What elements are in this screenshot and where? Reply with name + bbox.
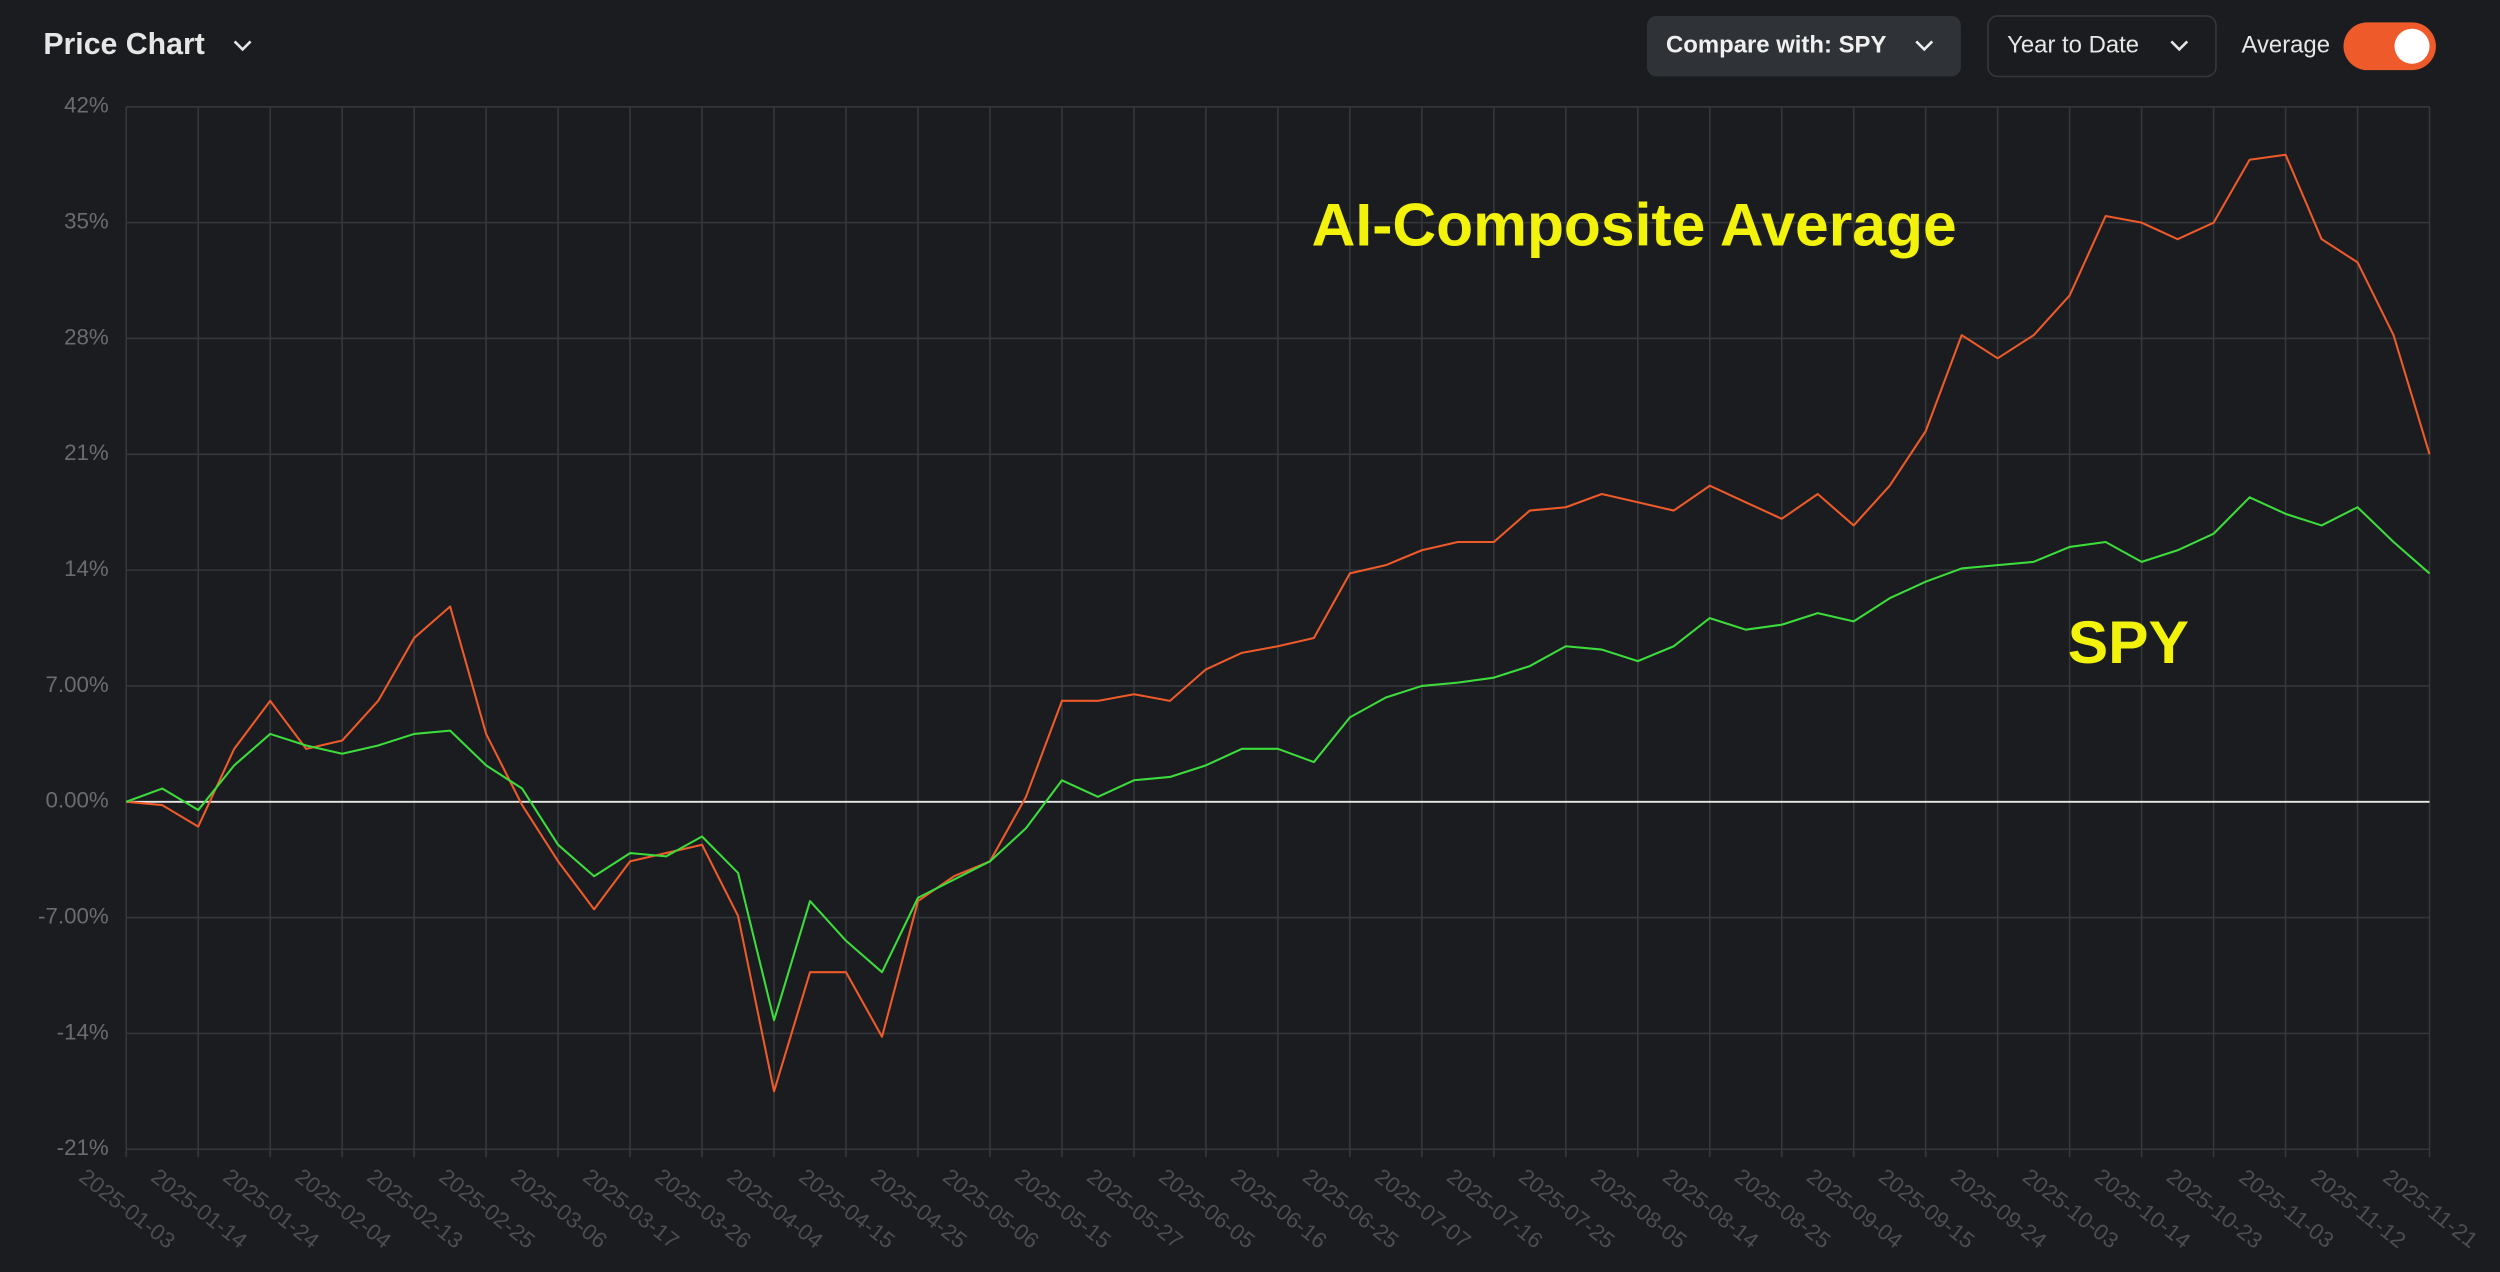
chevron[interactable] bbox=[233, 40, 252, 52]
toolbar: Price Chart Compare with: SPY Year to Da… bbox=[43, 15, 2436, 78]
series-label: AI-Composite Average bbox=[1312, 191, 1957, 259]
chevron[interactable] bbox=[1915, 40, 1934, 52]
range-button[interactable] bbox=[1987, 15, 2217, 78]
y-tick-label: 0.00% bbox=[45, 788, 108, 813]
y-tick-label: 35% bbox=[64, 209, 109, 234]
y-tick-label: 14% bbox=[64, 556, 109, 581]
toggle-knob[interactable] bbox=[2394, 28, 2430, 64]
compare-label[interactable]: Compare with: SPY bbox=[1666, 32, 1886, 59]
chevron[interactable] bbox=[2170, 40, 2189, 52]
y-tick-label: 21% bbox=[64, 440, 109, 465]
series-line bbox=[125, 496, 2431, 1022]
series-label: SPY bbox=[2068, 608, 2189, 676]
y-tick-label: -14% bbox=[57, 1019, 109, 1044]
y-tick-label: -7.00% bbox=[38, 903, 109, 928]
y-tick-label: -21% bbox=[57, 1135, 109, 1160]
range-label[interactable]: Year to Date bbox=[2007, 32, 2139, 59]
panel-title[interactable]: Price Chart bbox=[43, 28, 204, 61]
y-tick-label: 28% bbox=[64, 324, 109, 349]
toggle-label[interactable]: Average bbox=[2241, 32, 2330, 59]
y-tick-label: 42% bbox=[64, 93, 109, 118]
compare-button[interactable] bbox=[1646, 15, 1961, 77]
y-tick-label: 7.00% bbox=[45, 672, 108, 697]
